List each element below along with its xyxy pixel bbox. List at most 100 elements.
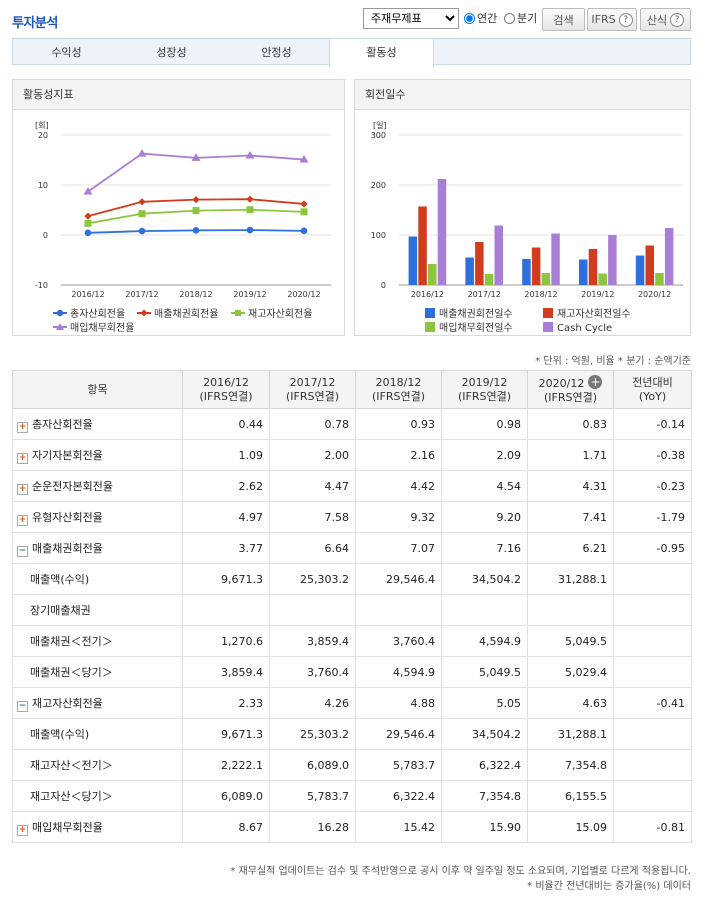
yoy-cell [613, 563, 692, 595]
collapse-icon[interactable]: − [17, 545, 28, 557]
yoy-cell: -0.14 [613, 408, 692, 440]
value-cell: 9,671.3 [182, 563, 270, 595]
table-row[interactable]: + 자기자본회전율 1.09 2.00 2.16 2.09 1.71 -0.38 [12, 439, 692, 471]
data-point [84, 219, 92, 227]
data-point [84, 212, 92, 220]
table-row[interactable]: − 매출채권회전율 3.77 6.64 7.07 7.16 6.21 -0.95 [12, 532, 692, 564]
row-label-cell: + 매입채무회전율 [12, 811, 183, 843]
expand-icon[interactable]: + [17, 483, 28, 495]
yoy-cell: -0.81 [613, 811, 692, 843]
y-tick-label: 300 [371, 131, 386, 140]
row-label: 재고자산＜전기＞ [30, 759, 113, 772]
value-cell: 0.98 [441, 408, 528, 440]
search-button[interactable]: 검색 [542, 8, 585, 31]
year-label: 2017/12 [289, 375, 336, 389]
table-row[interactable]: + 유형자산회전율 4.97 7.58 9.32 9.20 7.41 -1.79 [12, 501, 692, 533]
table-row: 매출채권＜전기＞ 1,270.6 3,859.4 3,760.4 4,594.9 5,04… [12, 625, 692, 657]
data-point [84, 229, 92, 237]
table-row[interactable]: + 총자산회전율 0.44 0.78 0.93 0.98 0.83 -0.14 [12, 408, 692, 440]
row-label: 재고자산＜당기＞ [30, 790, 113, 803]
value-cell: 2.00 [269, 439, 356, 471]
legend-label: 재고자산회전일수 [557, 308, 631, 320]
row-label: 매출액(수익) [30, 573, 90, 586]
value-cell: 4.42 [355, 470, 442, 502]
legend-label: 재고자산회전율 [248, 308, 312, 320]
turnover-days-panel-title: 회전일수 [355, 80, 690, 110]
value-cell: 6,322.4 [441, 749, 528, 781]
ifrs-button[interactable]: IFRS ? [587, 8, 637, 31]
bar [541, 273, 551, 285]
help-icon: ? [618, 12, 633, 27]
row-label: 재고자산회전율 [32, 696, 103, 710]
x-tick-label: 2017/12 [125, 290, 158, 299]
table-row[interactable]: + 매입채무회전율 8.67 16.28 15.42 15.90 15.09 -0.81 [12, 811, 692, 843]
basis-label: (IFRS연결) [371, 389, 426, 403]
legend-swatch [425, 322, 435, 332]
value-cell: 4.54 [441, 470, 528, 502]
x-tick-label: 2019/12 [233, 290, 266, 299]
tab-stability[interactable]: 안정성 [261, 46, 292, 59]
unit-note: * 단위 : 억원, 비율 * 분기 : 순액기준 [535, 356, 691, 367]
ifrs-button-label: IFRS [591, 13, 616, 26]
data-point [299, 155, 309, 163]
value-cell: 3,760.4 [355, 625, 442, 657]
value-cell: 34,504.2 [441, 718, 528, 750]
year-column-header: 2020/12 + (IFRS연결) [527, 370, 614, 409]
table-row: 매출액(수익) 9,671.3 25,303.2 29,546.4 34,504.2 31… [12, 718, 692, 750]
row-label-cell: + 유형자산회전율 [12, 501, 183, 533]
legend-label: 매입채무회전일수 [439, 321, 513, 334]
value-cell: 6,155.5 [527, 780, 614, 812]
value-cell: 2.62 [182, 470, 270, 502]
report-type-select[interactable]: 주재무제표 [363, 8, 459, 29]
x-tick-label: 2020/12 [638, 290, 671, 299]
year-column-header: 2018/12 (IFRS연결) [355, 370, 442, 409]
data-point [246, 226, 254, 234]
formula-button[interactable]: 산식 ? [640, 8, 691, 31]
tab-growth[interactable]: 성장성 [156, 46, 187, 59]
quarter-radio-label[interactable]: 분기 [504, 10, 537, 26]
collapse-icon[interactable]: − [17, 700, 28, 712]
value-cell: 34,504.2 [441, 563, 528, 595]
annual-radio-label[interactable]: 연간 [464, 10, 497, 26]
value-cell: 5,049.5 [527, 625, 614, 657]
data-point [192, 207, 200, 215]
y-tick-label: 20 [38, 131, 48, 140]
data-point [192, 196, 200, 204]
data-point [246, 195, 254, 203]
expand-icon[interactable]: + [17, 452, 28, 464]
data-point [245, 151, 255, 159]
tab-activity[interactable]: 활동성 [329, 39, 434, 67]
expand-icon[interactable]: + [17, 514, 28, 526]
bar [645, 245, 654, 285]
yoy-cell: -1.79 [613, 501, 692, 533]
tab-profitability[interactable]: 수익성 [51, 46, 82, 59]
item-column-header: 항목 [12, 370, 183, 409]
bar [522, 259, 531, 285]
annual-radio[interactable] [464, 12, 475, 24]
table-row[interactable]: + 순운전자본회전율 2.62 4.47 4.42 4.54 4.31 -0.23 [12, 470, 692, 502]
value-cell: 7.41 [527, 501, 614, 533]
value-cell: 7.16 [441, 532, 528, 564]
bar [418, 206, 427, 285]
bar [465, 257, 474, 285]
y-axis-unit: [일] [373, 121, 387, 130]
bar [484, 274, 494, 285]
quarter-radio[interactable] [504, 12, 515, 24]
row-label-cell: 장기매출채권 [12, 594, 183, 626]
expand-icon[interactable]: + [17, 824, 28, 836]
add-column-icon[interactable]: + [588, 374, 603, 389]
x-tick-label: 2019/12 [581, 290, 614, 299]
value-cell: 25,303.2 [269, 718, 356, 750]
value-cell: 6.21 [527, 532, 614, 564]
row-label: 자기자본회전율 [32, 448, 103, 462]
year-label: 2020/12 [538, 376, 585, 390]
value-cell: 25,303.2 [269, 563, 356, 595]
x-tick-label: 2016/12 [411, 290, 444, 299]
value-cell: 5,783.7 [355, 749, 442, 781]
value-cell: 1.71 [527, 439, 614, 471]
year-label: 2016/12 [203, 375, 249, 389]
expand-icon[interactable]: + [17, 421, 28, 433]
value-cell: 16.28 [269, 811, 356, 843]
table-row: 재고자산＜당기＞ 6,089.0 5,783.7 6,322.4 7,354.8 6,15… [12, 780, 692, 812]
table-row[interactable]: − 재고자산회전율 2.33 4.26 4.88 5.05 4.63 -0.41 [12, 687, 692, 719]
